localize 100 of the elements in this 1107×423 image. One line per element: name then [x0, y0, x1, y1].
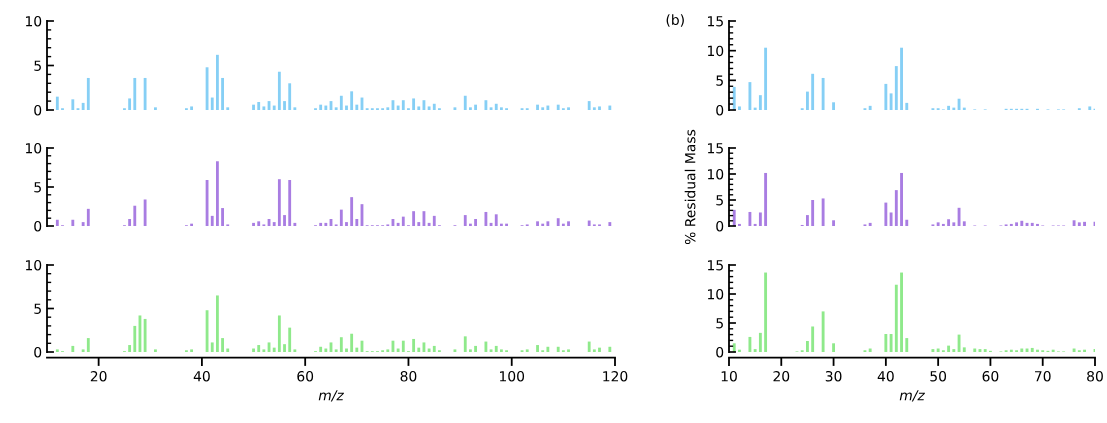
y-tick-label: 10 — [707, 45, 724, 57]
bar — [738, 223, 741, 226]
bar — [355, 104, 359, 110]
y-tick-label: 0 — [34, 220, 42, 232]
bar — [499, 107, 503, 110]
bar — [894, 66, 898, 110]
bar — [732, 343, 736, 352]
y-tick-label: 0 — [716, 346, 724, 358]
bar — [905, 102, 909, 110]
bar — [288, 179, 292, 226]
bar — [811, 326, 815, 352]
bar — [753, 349, 757, 352]
bar — [401, 340, 405, 352]
bar — [1030, 222, 1034, 226]
bar — [345, 105, 348, 110]
x-tick-label: 40 — [877, 371, 894, 382]
bar — [805, 91, 809, 110]
bar — [1020, 220, 1024, 226]
bar — [154, 349, 157, 352]
bar — [764, 47, 768, 110]
bar — [805, 215, 809, 226]
bar — [334, 349, 338, 352]
bar — [277, 71, 281, 110]
bar — [71, 345, 75, 352]
bar — [931, 349, 935, 352]
y-tick-label: 10 — [707, 168, 724, 180]
bar — [805, 340, 809, 352]
y-tick-label: 0 — [716, 220, 724, 232]
bar — [154, 107, 157, 110]
bar — [947, 345, 951, 352]
bar — [210, 342, 214, 352]
bar — [86, 208, 90, 226]
bar — [748, 336, 752, 352]
bar — [86, 338, 90, 352]
bar — [1015, 222, 1019, 226]
bar — [319, 222, 323, 226]
bar — [474, 218, 477, 226]
bar — [221, 77, 224, 110]
bar — [215, 161, 219, 226]
bar — [894, 190, 898, 226]
bar — [396, 105, 400, 110]
bar — [324, 348, 328, 352]
bar — [832, 343, 836, 352]
x-axis-title: m/z — [318, 390, 344, 402]
bar — [732, 209, 736, 226]
bar — [401, 216, 405, 226]
bar — [732, 86, 736, 110]
bar — [221, 208, 224, 226]
y-tick-label: 5 — [34, 60, 41, 71]
bar — [339, 95, 343, 110]
x-tick-label: 20 — [90, 371, 107, 382]
bar — [536, 104, 539, 110]
text: (b) — [666, 14, 684, 27]
bar — [884, 334, 888, 352]
x-tick-label: 80 — [400, 371, 417, 382]
y-tick-label: 5 — [34, 182, 41, 193]
x-tick-label: 70 — [1035, 371, 1051, 382]
bar — [811, 200, 815, 226]
bar — [556, 346, 560, 352]
bar — [889, 334, 893, 352]
bar — [252, 348, 255, 352]
y-tick-label: 15 — [707, 260, 723, 271]
x-axis-title: m/z — [899, 390, 925, 402]
bar — [546, 221, 550, 226]
bar — [417, 106, 421, 110]
bar — [412, 98, 416, 110]
bar — [345, 222, 348, 226]
bar — [738, 106, 741, 110]
bar — [272, 105, 276, 110]
bar — [277, 315, 281, 352]
bar — [272, 347, 276, 352]
bar — [567, 107, 570, 110]
bar — [463, 336, 467, 352]
bar — [412, 211, 416, 226]
bar — [608, 346, 612, 352]
bar — [821, 198, 825, 226]
bar — [339, 337, 343, 352]
bar — [345, 348, 348, 352]
bar — [499, 349, 503, 352]
bar — [832, 220, 836, 226]
bar — [257, 345, 261, 352]
bar — [293, 349, 297, 352]
bar — [1072, 220, 1076, 226]
bar — [277, 179, 281, 226]
y-tick-label: 10 — [707, 288, 724, 300]
bar — [1072, 348, 1076, 352]
bar — [128, 218, 132, 226]
y-tick-label: 0 — [34, 346, 42, 358]
bar — [587, 341, 591, 352]
y-tick-label: 5 — [716, 195, 723, 206]
y-axis-title: % Residual Mass — [684, 129, 696, 245]
bar — [952, 222, 956, 226]
bar — [900, 47, 903, 110]
bar — [1083, 221, 1086, 226]
bar — [758, 95, 762, 110]
bar — [262, 349, 266, 352]
bar — [587, 101, 591, 110]
bar — [288, 83, 292, 110]
bar — [536, 221, 539, 226]
bar — [567, 221, 570, 226]
